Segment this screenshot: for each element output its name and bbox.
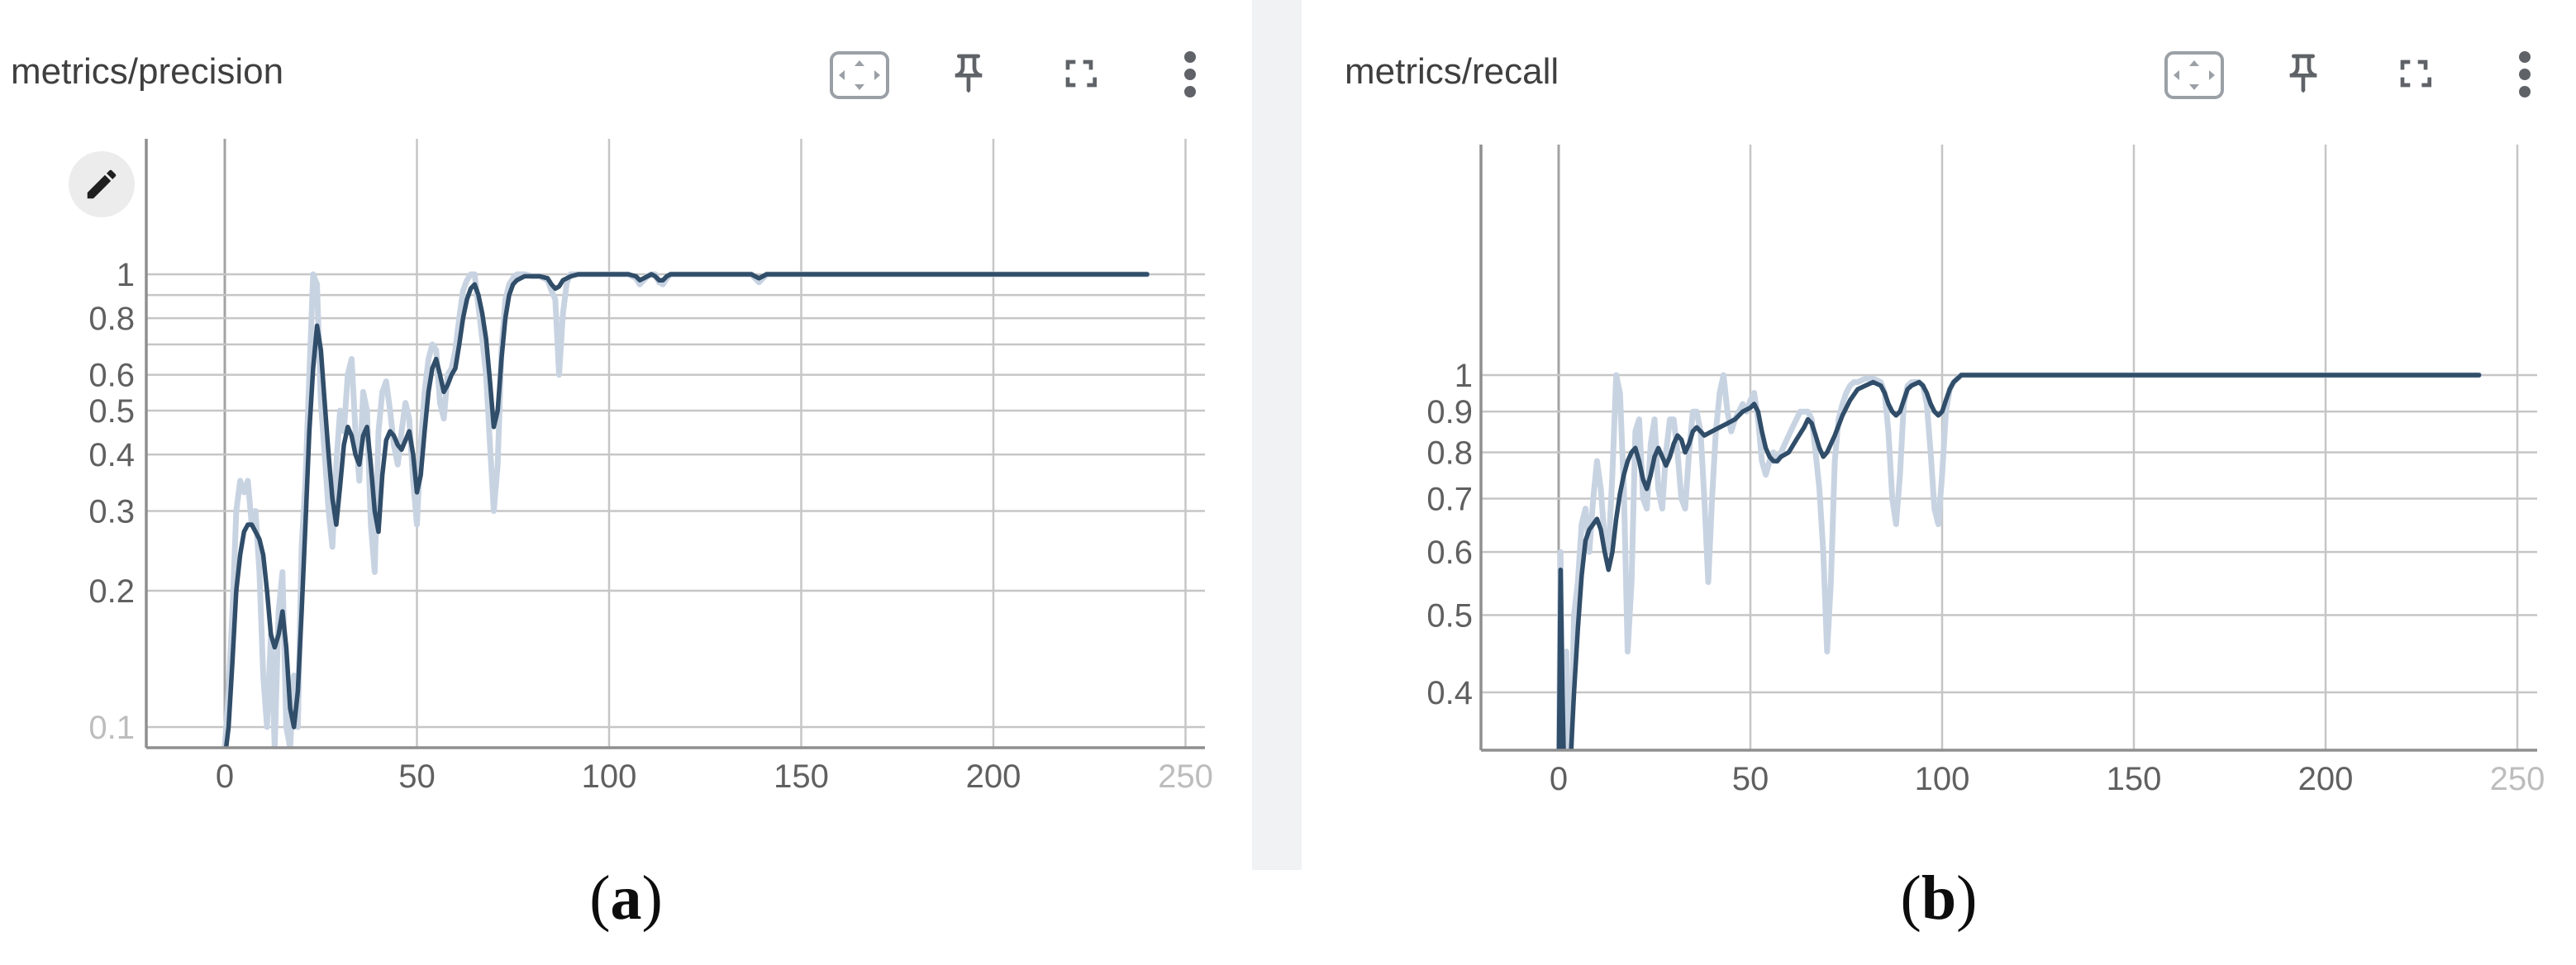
tick-label-x: 100 bbox=[1915, 761, 1970, 797]
chart-title-precision: metrics/precision bbox=[11, 51, 284, 92]
precision-chart-canvas[interactable]: 1 0.8 0.60.5 0.4 0.3 0.2 0.1 0 50 100 150 200 250 bbox=[0, 0, 1252, 965]
edit-pencil-button[interactable] bbox=[69, 151, 135, 217]
pin-icon[interactable] bbox=[945, 50, 992, 97]
tick-label-y: 1 bbox=[1455, 358, 1473, 394]
fullscreen-icon[interactable] bbox=[1056, 50, 1102, 97]
tick-label-y: 0.5 bbox=[88, 393, 135, 430]
caption-letter: a bbox=[610, 863, 642, 933]
tick-label-y: 0.1 bbox=[88, 710, 135, 746]
tick-label-x: 0 bbox=[1550, 761, 1568, 797]
series-raw bbox=[1555, 372, 2483, 750]
caption-close-paren: ) bbox=[1956, 863, 1978, 933]
tick-label-x: 250 bbox=[2490, 761, 2545, 797]
fit-to-data-icon[interactable] bbox=[828, 50, 891, 101]
figure-caption-a: (a) bbox=[0, 863, 1252, 934]
tick-label-x: 150 bbox=[774, 758, 829, 795]
tick-label-y: 0.6 bbox=[1426, 535, 1473, 571]
tick-label-x: 0 bbox=[216, 758, 234, 795]
tick-label-y: 0.3 bbox=[88, 494, 135, 530]
tick-label-y: 0.7 bbox=[1426, 481, 1473, 517]
more-options-icon[interactable] bbox=[1183, 50, 1198, 99]
caption-open-paren: ( bbox=[1900, 863, 1921, 933]
fit-to-data-icon[interactable] bbox=[2163, 50, 2226, 101]
series-smoothed bbox=[1556, 373, 2482, 750]
tick-label-y: 0.6 bbox=[88, 358, 135, 394]
tick-label-y: 0.8 bbox=[1426, 435, 1473, 472]
tick-label-x: 150 bbox=[2107, 761, 2162, 797]
series-smoothed bbox=[223, 272, 1150, 748]
tick-label-y: 0.4 bbox=[1426, 675, 1473, 711]
fullscreen-icon[interactable] bbox=[2391, 50, 2437, 97]
tick-label-y: 0.2 bbox=[88, 573, 135, 610]
tick-label-y: 0.4 bbox=[88, 437, 135, 473]
edit-pencil-icon bbox=[87, 169, 117, 199]
tick-label-x: 50 bbox=[398, 758, 436, 795]
recall-chart-canvas[interactable]: 10.9 0.8 0.7 0.6 0.5 0.4 0 50 100 150 200 250 bbox=[1302, 0, 2576, 965]
chart-title-recall: metrics/recall bbox=[1345, 51, 1559, 92]
tick-label-y: 0.8 bbox=[88, 301, 135, 337]
chart-card-precision: 1 0.8 0.6 0.5 0.4 0.3 0.2 0.1 0 50 100 150 200 250 me… bbox=[0, 0, 1252, 965]
panel-separator bbox=[1252, 0, 1302, 870]
pin-icon[interactable] bbox=[2280, 50, 2326, 97]
tick-label-x: 200 bbox=[2298, 761, 2354, 797]
tick-label-y: 0.9 bbox=[1426, 394, 1473, 430]
tick-label-y: 0.5 bbox=[1426, 597, 1473, 634]
figure-caption-b: (b) bbox=[1302, 863, 2576, 934]
tick-label-x: 100 bbox=[582, 758, 637, 795]
caption-close-paren: ) bbox=[641, 863, 663, 933]
tick-label-x: 250 bbox=[1158, 758, 1213, 795]
tick-label-x: 200 bbox=[966, 758, 1021, 795]
caption-letter: b bbox=[1921, 863, 1957, 933]
tick-label-x: 50 bbox=[1732, 761, 1769, 797]
tick-label-y: 1 bbox=[117, 257, 135, 293]
caption-open-paren: ( bbox=[589, 863, 611, 933]
chart-card-recall: 1 0.9 0.8 0.7 0.6 0.5 0.4 0 50 100 150 200 250 metri… bbox=[1302, 0, 2576, 965]
more-options-icon[interactable] bbox=[2517, 50, 2532, 99]
